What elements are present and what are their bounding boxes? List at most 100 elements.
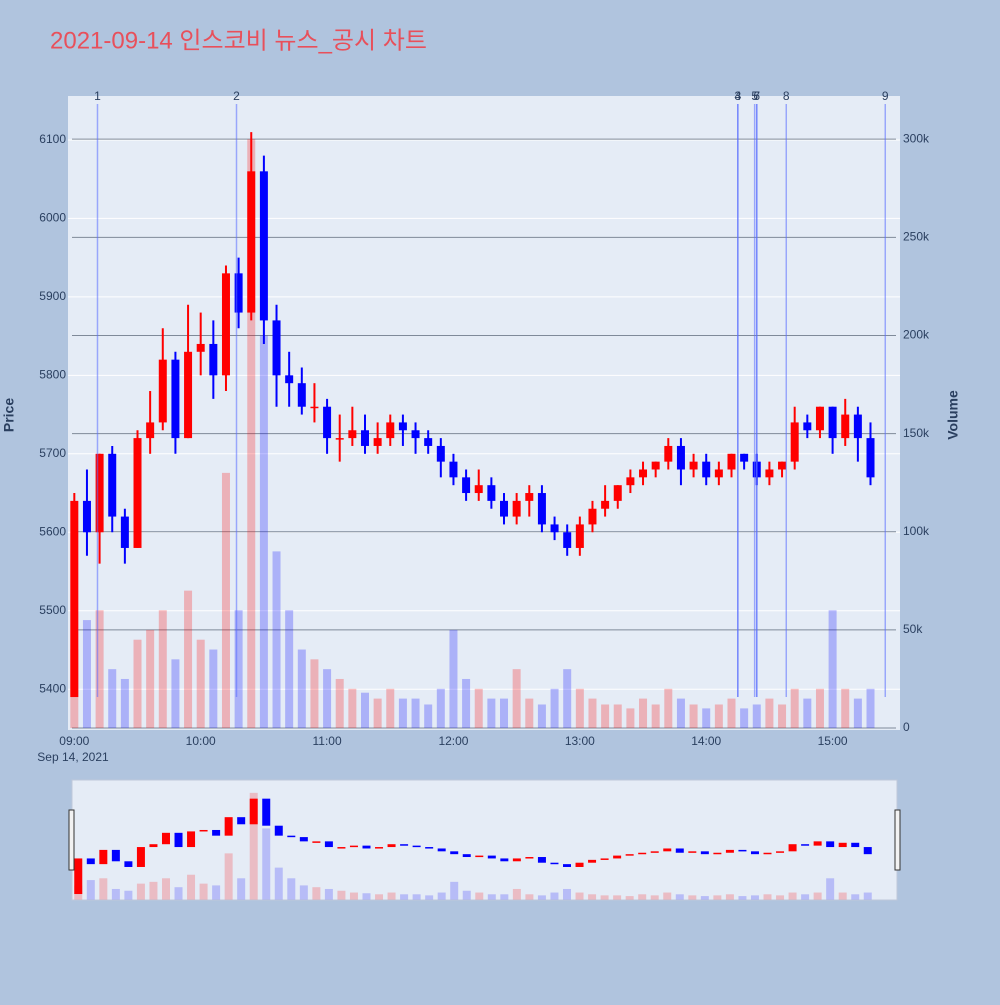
volume-bar [259,335,268,729]
volume-bar [525,698,534,729]
volume-bar [386,688,395,729]
slider-volume-bar [750,895,759,900]
slider-candle [575,862,584,867]
y-tick-label: 5500 [39,603,66,617]
slider-candle [487,855,496,859]
slider-candle [437,848,446,852]
slider-volume-bar [249,792,258,900]
volume-bar [500,698,509,729]
slider-volume-bar [124,890,133,900]
slider-volume-bar [462,890,471,900]
y-tick-label: 5800 [39,368,66,382]
slider-candle [826,841,835,848]
slider-volume-bar [174,887,183,900]
slider-candle [838,842,847,848]
slider-candle [450,851,459,855]
slider-candle [550,862,559,865]
slider-volume-bar [500,894,509,900]
candle-body [95,453,104,533]
x-tick-label: 15:00 [818,734,848,748]
slider-candle [99,849,108,865]
volume-bar [449,629,458,729]
slider-volume-bar [776,895,785,900]
candle-body [133,438,142,548]
volume-bar [360,692,369,729]
slider-volume-bar [337,890,346,900]
volume-bar [272,551,281,729]
news-label: 2 [233,89,240,103]
slider-candle [425,847,434,849]
y-tick-label: 5700 [39,446,66,460]
slider-volume-bar [262,828,271,900]
volume-bar [563,669,572,729]
candle-body [487,485,496,501]
candle-body [259,171,268,321]
volume-bar [601,704,610,729]
candle-body [158,359,167,423]
slider-candle [863,847,872,855]
volume-bar [626,708,635,729]
y-tick-label: 6100 [39,132,66,146]
slider-candle [224,817,233,836]
slider-candle [788,844,797,852]
volume-bar [790,688,799,729]
slider-candle [475,855,484,858]
volume-bar [474,688,483,729]
slider-volume-bar [563,888,571,900]
slider-candle [500,858,509,862]
slider-candle [813,841,822,846]
slider-candle [149,844,158,848]
x-tick-label: 14:00 [691,734,721,748]
volume-bar [120,678,129,729]
slider-candle [124,861,133,867]
slider-candle [237,817,246,825]
slider-volume-bar [575,892,584,900]
slider-handle-right [894,809,901,871]
volume-bar [184,590,193,729]
candle-body [424,438,433,446]
volume-bar [158,610,167,729]
y-axis-title: Price [1,398,17,432]
volume-bar [639,698,648,729]
candle-body [360,430,369,446]
volume-bar [209,649,218,729]
candle-body [82,500,91,533]
candle-body [689,461,698,470]
slider-candle [274,825,283,836]
slider-volume-bar [387,892,396,900]
y2-tick-label: 300k [903,131,930,145]
slider-candle [588,859,597,863]
slider-volume-bar [625,896,634,900]
volume-bar [398,698,407,729]
candle-body [500,500,509,517]
volume-bar [752,704,761,729]
slider-volume-bar [851,894,860,900]
candle-body [664,445,673,462]
slider-volume-bar [287,878,296,900]
slider-candle [750,851,759,855]
x-tick-label: 09:00 [59,734,89,748]
slider-volume-bar [525,894,534,900]
volume-bar [689,704,698,729]
slider-volume-bar [600,895,609,900]
slider-candle [387,844,396,848]
slider-candle [738,849,747,852]
slider-volume-bar [99,878,108,900]
volume-bar [373,698,382,729]
slider-candle [688,851,697,853]
slider-candle [262,798,271,826]
slider-volume-bar [136,883,145,900]
slider-volume-bar [675,894,684,900]
plot-layer: 5400 5500 5600 5700 5800 5900 6000 6100 0 50k 100k… [39,89,930,900]
candle-body [601,500,610,509]
slider-candle [74,858,83,895]
volume-bar [436,688,445,729]
news-label: 9 [882,89,889,103]
slider-volume-bar [826,878,835,900]
y2-axis-title: Volume [945,390,961,440]
slider-volume-bar [588,894,597,900]
candle-body [815,406,824,431]
slider-candle [287,835,296,838]
volume-bar [297,649,306,729]
volume-bar [171,659,180,729]
